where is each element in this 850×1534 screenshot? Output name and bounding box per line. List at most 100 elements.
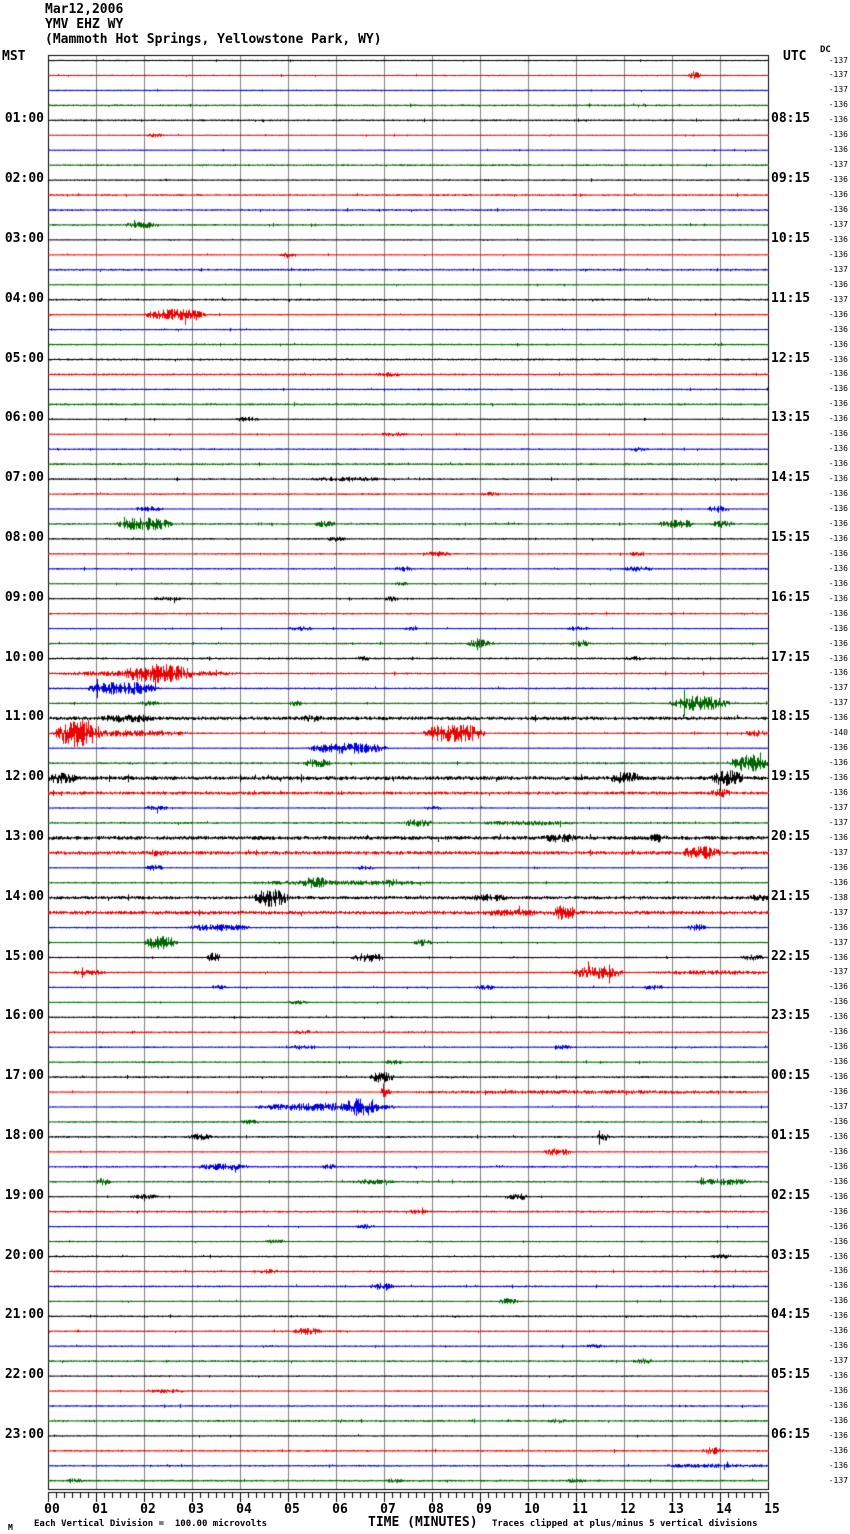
- dc-value: -136: [828, 1042, 848, 1051]
- dc-value: -136: [828, 1192, 848, 1201]
- dc-value: -136: [828, 1237, 848, 1246]
- dc-value: -137: [828, 908, 848, 917]
- dc-value: -136: [828, 369, 848, 378]
- dc-value: -136: [828, 1296, 848, 1305]
- dc-value: -136: [828, 355, 848, 364]
- dc-value: -136: [828, 340, 848, 349]
- dc-value: -136: [828, 1087, 848, 1096]
- x-tick-label: 07: [380, 1502, 396, 1517]
- dc-value: -136: [828, 1311, 848, 1320]
- mst-hour-label: 07:00: [4, 470, 44, 485]
- mst-hour-label: 21:00: [4, 1307, 44, 1322]
- dc-value: -136: [828, 1147, 848, 1156]
- x-tick-label: 14: [716, 1502, 732, 1517]
- x-axis-title: TIME (MINUTES): [368, 1515, 478, 1530]
- dc-value: -136: [828, 145, 848, 154]
- dc-value: -137: [828, 938, 848, 947]
- dc-value: -136: [828, 414, 848, 423]
- dc-value: -138: [828, 893, 848, 902]
- utc-hour-label: 03:15: [771, 1248, 811, 1263]
- dc-value: -136: [828, 1177, 848, 1186]
- utc-hour-label: 19:15: [771, 769, 811, 784]
- x-tick-label: 11: [572, 1502, 588, 1517]
- dc-value: -137: [828, 220, 848, 229]
- dc-value: -136: [828, 190, 848, 199]
- dc-value: -136: [828, 325, 848, 334]
- dc-value: -137: [828, 1476, 848, 1485]
- dc-value: -136: [828, 504, 848, 513]
- x-tick-label: 13: [668, 1502, 684, 1517]
- dc-value: -136: [828, 534, 848, 543]
- dc-value: -136: [828, 773, 848, 782]
- dc-value: -137: [828, 85, 848, 94]
- utc-hour-label: 16:15: [771, 590, 811, 605]
- dc-value: -136: [828, 489, 848, 498]
- utc-hour-label: 12:15: [771, 351, 811, 366]
- dc-value: -136: [828, 175, 848, 184]
- dc-value: -136: [828, 1461, 848, 1470]
- utc-hour-label: 04:15: [771, 1307, 811, 1322]
- utc-hour-label: 22:15: [771, 949, 811, 964]
- x-tick-label: 04: [236, 1502, 252, 1517]
- dc-value: -136: [828, 1072, 848, 1081]
- mst-hour-label: 20:00: [4, 1248, 44, 1263]
- mst-hour-label: 15:00: [4, 949, 44, 964]
- footer-clip-note: Traces clipped at plus/minus 5 vertical …: [492, 1519, 758, 1529]
- x-tick-label: 01: [92, 1502, 108, 1517]
- dc-value: -140: [828, 728, 848, 737]
- dc-value: -136: [828, 280, 848, 289]
- dc-value: -136: [828, 1162, 848, 1171]
- mst-hour-label: 05:00: [4, 351, 44, 366]
- dc-value: -137: [828, 56, 848, 65]
- utc-hour-label: 14:15: [771, 470, 811, 485]
- dc-value: -136: [828, 624, 848, 633]
- dc-value: -137: [828, 683, 848, 692]
- mst-hour-label: 04:00: [4, 291, 44, 306]
- timezone-label-mst: MST: [2, 49, 26, 64]
- dc-value: -137: [828, 295, 848, 304]
- dc-value: -136: [828, 1207, 848, 1216]
- dc-value: -136: [828, 1341, 848, 1350]
- x-tick-label: 12: [620, 1502, 636, 1517]
- dc-value: -136: [828, 878, 848, 887]
- dc-value: -136: [828, 1326, 848, 1335]
- dc-value: -136: [828, 444, 848, 453]
- mst-hour-label: 12:00: [4, 769, 44, 784]
- dc-value: -136: [828, 564, 848, 573]
- dc-value: -136: [828, 1386, 848, 1395]
- dc-value: -136: [828, 130, 848, 139]
- mst-hour-label: 06:00: [4, 410, 44, 425]
- dc-value: -136: [828, 953, 848, 962]
- dc-value: -136: [828, 1057, 848, 1066]
- utc-hour-label: 13:15: [771, 410, 811, 425]
- mst-hour-label: 23:00: [4, 1427, 44, 1442]
- mst-hour-label: 10:00: [4, 650, 44, 665]
- header-station-code: YMV EHZ WY: [45, 17, 124, 32]
- mst-hour-label: 02:00: [4, 171, 44, 186]
- mst-hour-label: 18:00: [4, 1128, 44, 1143]
- dc-value: -136: [828, 982, 848, 991]
- dc-value: -136: [828, 459, 848, 468]
- dc-value: -136: [828, 833, 848, 842]
- header-station-location: (Mammoth Hot Springs, Yellowstone Park, …: [45, 32, 382, 47]
- dc-value: -136: [828, 668, 848, 677]
- mst-hour-label: 09:00: [4, 590, 44, 605]
- mst-hour-label: 08:00: [4, 530, 44, 545]
- dc-value: -137: [828, 70, 848, 79]
- dc-value: -136: [828, 1132, 848, 1141]
- dc-column-header: DC: [820, 45, 831, 55]
- utc-hour-label: 00:15: [771, 1068, 811, 1083]
- dc-value: -136: [828, 1431, 848, 1440]
- x-tick-label: 03: [188, 1502, 204, 1517]
- dc-value: -136: [828, 1401, 848, 1410]
- dc-value: -137: [828, 1356, 848, 1365]
- dc-value: -137: [828, 1102, 848, 1111]
- mst-hour-label: 22:00: [4, 1367, 44, 1382]
- dc-value: -136: [828, 758, 848, 767]
- dc-value: -137: [828, 698, 848, 707]
- dc-value: -136: [828, 1416, 848, 1425]
- dc-value: -137: [828, 967, 848, 976]
- mst-hour-label: 01:00: [4, 111, 44, 126]
- utc-hour-label: 05:15: [771, 1367, 811, 1382]
